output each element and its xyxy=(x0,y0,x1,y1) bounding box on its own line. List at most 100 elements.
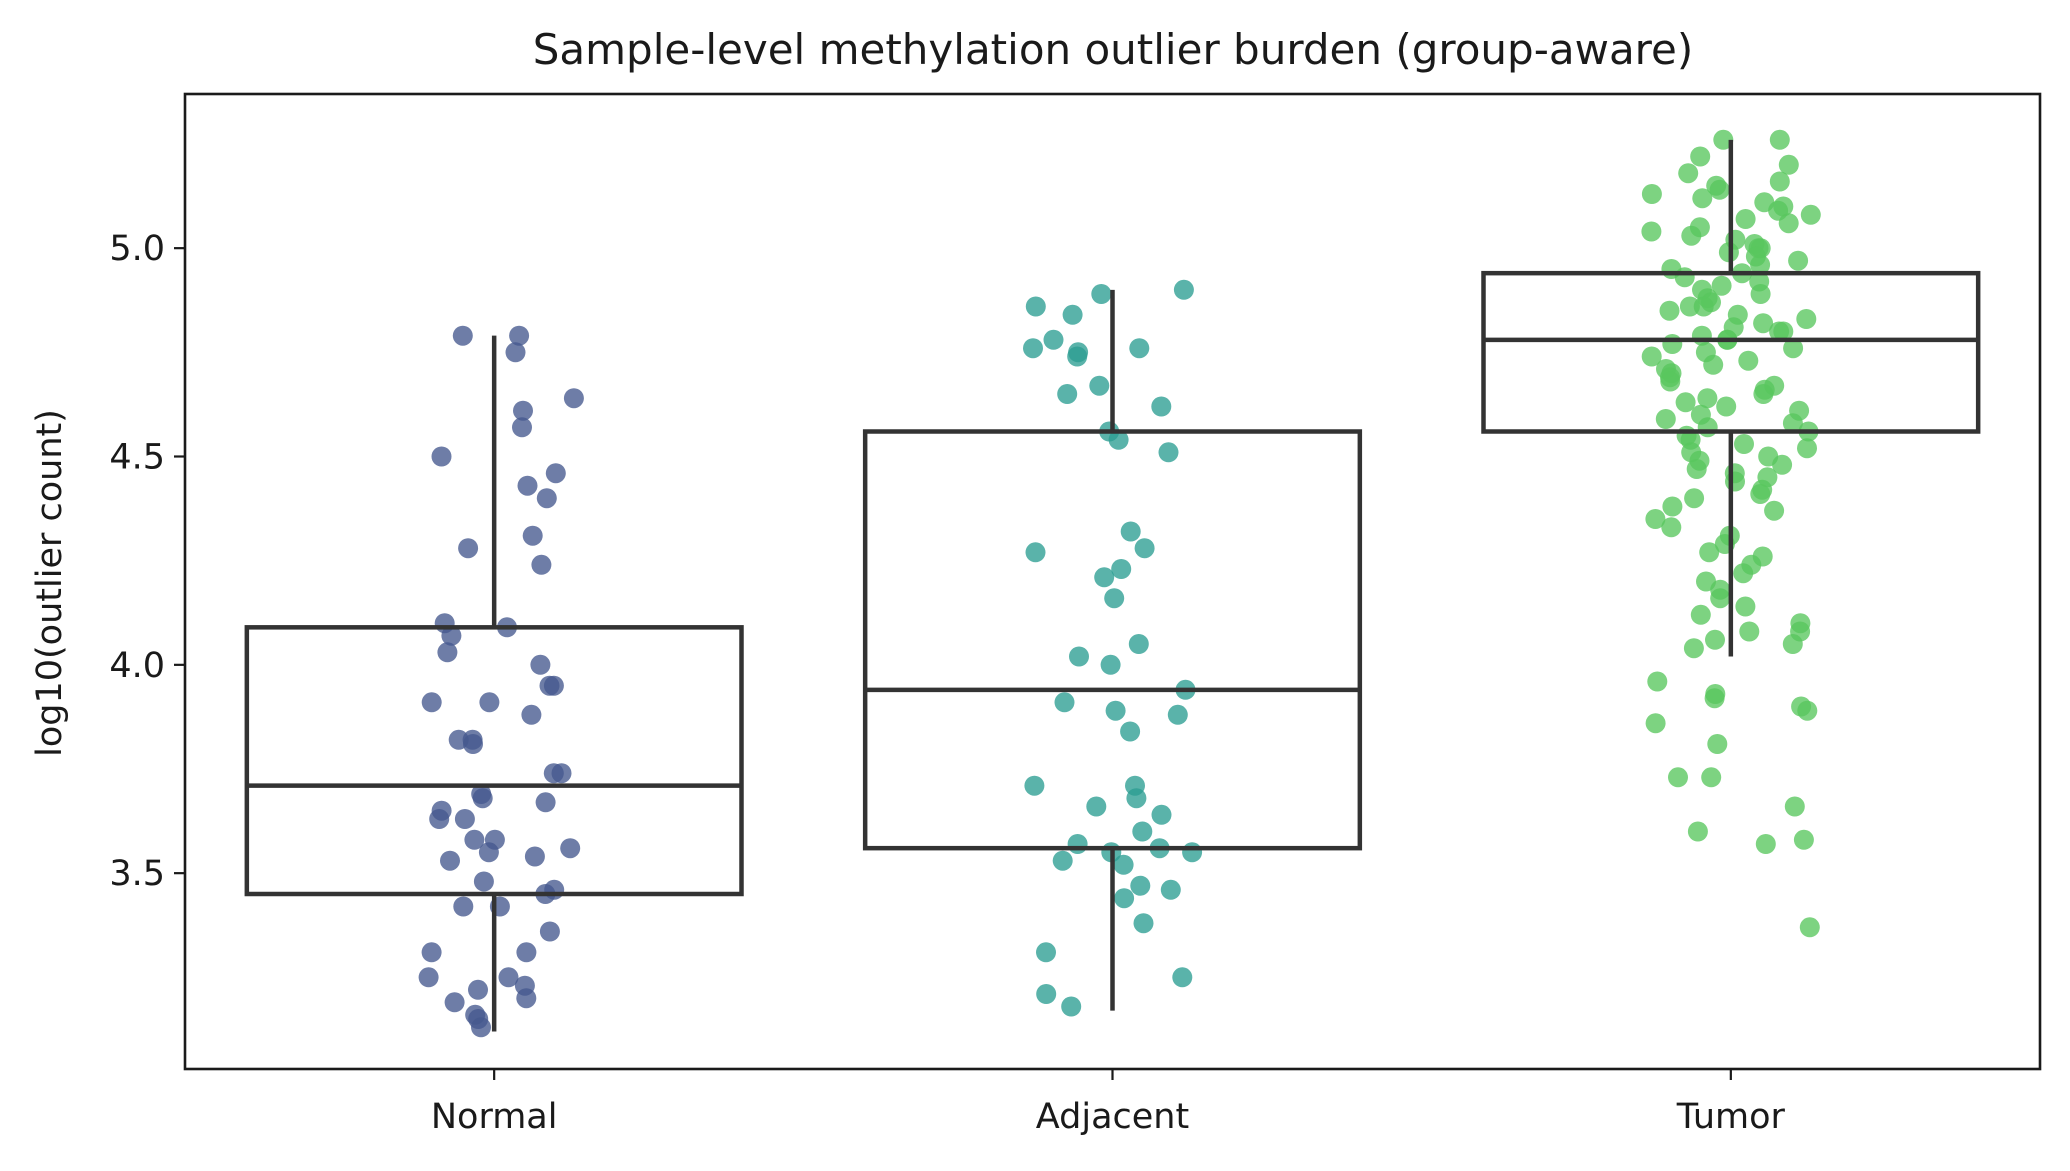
data-point xyxy=(1705,629,1725,650)
data-point xyxy=(516,988,537,1009)
data-point xyxy=(1661,517,1682,538)
data-point xyxy=(1132,821,1153,842)
data-point xyxy=(468,979,488,1000)
data-point xyxy=(1172,967,1193,988)
data-point xyxy=(543,763,564,784)
data-point xyxy=(1753,313,1774,334)
data-point xyxy=(421,942,442,963)
data-point xyxy=(1062,304,1083,325)
data-point xyxy=(454,809,475,829)
data-point xyxy=(521,704,542,725)
data-point xyxy=(1784,796,1805,817)
data-point xyxy=(524,846,545,867)
box-plots xyxy=(244,139,1981,1032)
data-point xyxy=(1151,396,1172,417)
data-point xyxy=(1750,484,1771,504)
data-point xyxy=(1735,596,1756,617)
data-point xyxy=(535,792,556,813)
data-point xyxy=(1641,221,1662,242)
data-point xyxy=(1025,296,1046,317)
box-body xyxy=(244,625,744,897)
data-point xyxy=(1679,296,1700,317)
data-point xyxy=(1738,350,1759,371)
data-point xyxy=(1703,354,1724,375)
data-point xyxy=(539,921,560,942)
data-point xyxy=(1782,634,1803,654)
data-point xyxy=(1662,496,1683,517)
data-point xyxy=(1067,834,1088,854)
data-point xyxy=(1659,300,1680,321)
data-point xyxy=(1675,392,1696,413)
data-point xyxy=(1699,542,1720,563)
data-point xyxy=(1797,438,1817,459)
data-point xyxy=(472,788,493,809)
box-tumor xyxy=(1481,139,1981,657)
data-point xyxy=(1734,434,1754,454)
data-point xyxy=(1769,321,1790,342)
data-point xyxy=(441,625,462,646)
data-point xyxy=(1089,375,1110,396)
data-point xyxy=(1800,204,1821,225)
data-point xyxy=(437,642,458,663)
data-point xyxy=(1043,329,1064,350)
data-point xyxy=(1783,338,1804,359)
y-tick-label: 5.0 xyxy=(109,229,165,269)
data-point xyxy=(1716,396,1737,417)
data-point xyxy=(1799,917,1820,938)
data-point xyxy=(464,829,485,850)
data-point xyxy=(1678,163,1699,184)
data-point xyxy=(545,463,566,484)
x-tick-label: Normal xyxy=(431,1097,558,1137)
data-point xyxy=(1674,267,1695,288)
data-point xyxy=(453,896,474,917)
data-point xyxy=(1660,371,1681,392)
data-point xyxy=(471,1017,491,1038)
data-point xyxy=(429,809,450,829)
data-point xyxy=(1091,284,1112,304)
data-point xyxy=(1173,279,1194,300)
data-point xyxy=(1750,284,1771,304)
data-point xyxy=(1151,804,1172,825)
data-point xyxy=(1701,767,1722,788)
data-point xyxy=(1686,459,1707,479)
data-point xyxy=(1778,154,1799,175)
box-body xyxy=(1481,270,1981,434)
data-point xyxy=(444,992,465,1013)
data-point xyxy=(1036,942,1056,963)
data-point xyxy=(505,342,526,363)
x-tick-label: Adjacent xyxy=(1036,1097,1189,1137)
data-point xyxy=(530,654,551,675)
data-point xyxy=(563,388,584,409)
data-point xyxy=(1052,850,1073,871)
data-point xyxy=(1182,842,1203,863)
box-adjacent xyxy=(862,289,1363,1011)
data-point xyxy=(1114,888,1135,909)
strip-points xyxy=(418,129,1821,1038)
data-point xyxy=(1684,488,1705,509)
box-body xyxy=(862,429,1363,851)
data-point xyxy=(536,488,557,509)
data-point xyxy=(1769,171,1790,192)
data-point xyxy=(479,692,500,713)
chart-title: Sample-level methylation outlier burden … xyxy=(533,25,1694,74)
y-tick-label: 4.5 xyxy=(109,438,165,478)
data-point xyxy=(1641,346,1662,367)
data-point xyxy=(1788,250,1809,271)
data-point xyxy=(498,967,519,988)
data-point xyxy=(1645,713,1666,734)
data-point xyxy=(1655,409,1676,429)
data-point xyxy=(1755,834,1776,854)
data-point xyxy=(522,525,543,546)
data-point xyxy=(1036,984,1057,1004)
y-axis: 3.5 4.0 4.5 5.0 xyxy=(109,229,185,894)
data-point xyxy=(1023,338,1043,359)
data-point xyxy=(1668,767,1688,788)
data-point xyxy=(1739,621,1760,642)
data-point xyxy=(1796,309,1817,329)
data-point xyxy=(560,838,581,859)
data-point xyxy=(1683,638,1704,659)
data-point xyxy=(509,325,530,346)
